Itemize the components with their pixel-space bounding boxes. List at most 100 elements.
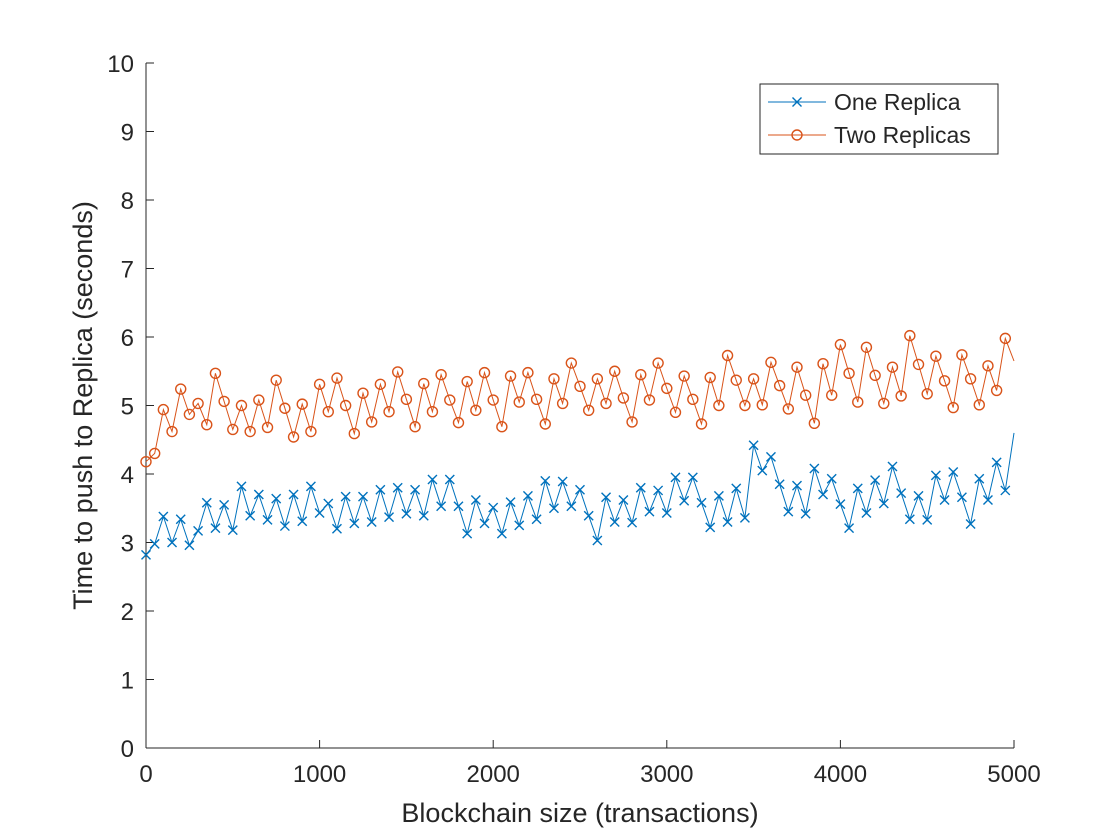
data-point xyxy=(478,366,491,379)
data-point xyxy=(522,490,533,501)
y-tick-label: 0 xyxy=(121,736,134,763)
data-point xyxy=(800,508,811,519)
y-tick-label: 9 xyxy=(121,120,134,147)
data-point xyxy=(818,489,829,500)
data-point xyxy=(365,416,378,428)
data-point xyxy=(193,525,204,536)
y-tick-label: 8 xyxy=(121,188,134,215)
data-point xyxy=(765,356,777,369)
data-point xyxy=(826,473,837,484)
y-tick-label: 7 xyxy=(121,257,134,284)
data-point xyxy=(696,497,707,508)
data-point xyxy=(340,491,351,502)
data-point xyxy=(643,394,656,406)
data-point xyxy=(331,523,342,534)
data-point xyxy=(644,506,655,517)
x-tick-label: 5000 xyxy=(987,761,1040,788)
data-point xyxy=(730,374,742,386)
data-point xyxy=(860,341,873,353)
data-point xyxy=(930,350,942,362)
data-point xyxy=(513,396,525,408)
data-point xyxy=(444,474,455,485)
data-point xyxy=(245,510,256,521)
data-point xyxy=(782,403,795,415)
legend: One Replica Two Replicas xyxy=(759,83,999,155)
data-point xyxy=(739,512,750,523)
data-point xyxy=(878,397,890,410)
data-point xyxy=(618,495,629,506)
data-point xyxy=(470,495,481,506)
series-1 xyxy=(141,432,1015,560)
data-point xyxy=(167,537,178,548)
data-point xyxy=(244,425,256,438)
series-line xyxy=(145,432,1015,556)
data-point xyxy=(705,522,716,533)
data-point xyxy=(296,398,308,410)
data-point xyxy=(965,519,976,529)
data-point xyxy=(904,329,916,342)
data-point xyxy=(609,365,621,377)
data-point xyxy=(383,405,395,418)
data-point xyxy=(948,466,959,477)
data-point xyxy=(166,425,178,438)
data-point xyxy=(591,373,604,385)
data-point xyxy=(322,405,334,418)
data-point xyxy=(956,349,968,361)
data-point xyxy=(617,392,630,404)
data-point xyxy=(183,408,196,421)
data-point xyxy=(679,495,690,506)
data-point xyxy=(887,461,898,472)
data-point xyxy=(470,404,482,416)
data-point xyxy=(687,472,698,483)
data-point xyxy=(218,395,230,408)
data-point xyxy=(635,368,647,381)
data-point xyxy=(374,378,387,390)
data-point xyxy=(627,517,638,528)
data-point xyxy=(358,491,368,502)
data-point xyxy=(539,418,551,430)
data-point xyxy=(731,483,742,494)
data-point xyxy=(366,516,377,527)
data-point xyxy=(488,502,499,513)
data-point xyxy=(253,489,264,500)
legend-box xyxy=(759,83,999,155)
y-tick-label: 3 xyxy=(121,531,134,558)
data-point xyxy=(695,418,708,430)
data-point xyxy=(331,372,343,384)
data-point xyxy=(427,474,438,485)
data-point xyxy=(287,431,300,443)
data-point xyxy=(817,358,829,370)
x-axis-label: Blockchain size (transactions) xyxy=(401,798,758,828)
data-point xyxy=(236,481,247,492)
data-point xyxy=(982,495,993,506)
series-line xyxy=(145,335,1015,463)
data-point xyxy=(921,388,933,400)
data-point xyxy=(635,482,646,493)
data-point xyxy=(530,393,543,406)
data-point xyxy=(687,393,699,406)
y-tick-label: 1 xyxy=(121,668,134,695)
data-point xyxy=(661,508,672,519)
data-point xyxy=(184,540,195,551)
y-tick-label: 10 xyxy=(107,51,134,78)
data-point xyxy=(505,497,516,508)
data-point xyxy=(774,479,785,490)
data-point xyxy=(809,463,820,474)
data-point xyxy=(496,528,507,539)
data-point xyxy=(670,472,681,483)
legend-marker xyxy=(791,129,803,141)
data-point xyxy=(799,389,812,401)
data-point xyxy=(721,349,734,362)
data-point xyxy=(757,465,768,476)
data-point xyxy=(583,510,594,521)
data-point xyxy=(826,389,838,401)
data-point xyxy=(973,399,985,411)
y-tick-label: 2 xyxy=(121,599,134,626)
data-point xyxy=(357,387,369,399)
data-point xyxy=(913,490,924,501)
data-point xyxy=(323,498,334,509)
data-point xyxy=(540,475,551,486)
data-point xyxy=(713,490,724,501)
y-tick-label: 6 xyxy=(121,325,134,352)
data-point xyxy=(792,480,802,491)
